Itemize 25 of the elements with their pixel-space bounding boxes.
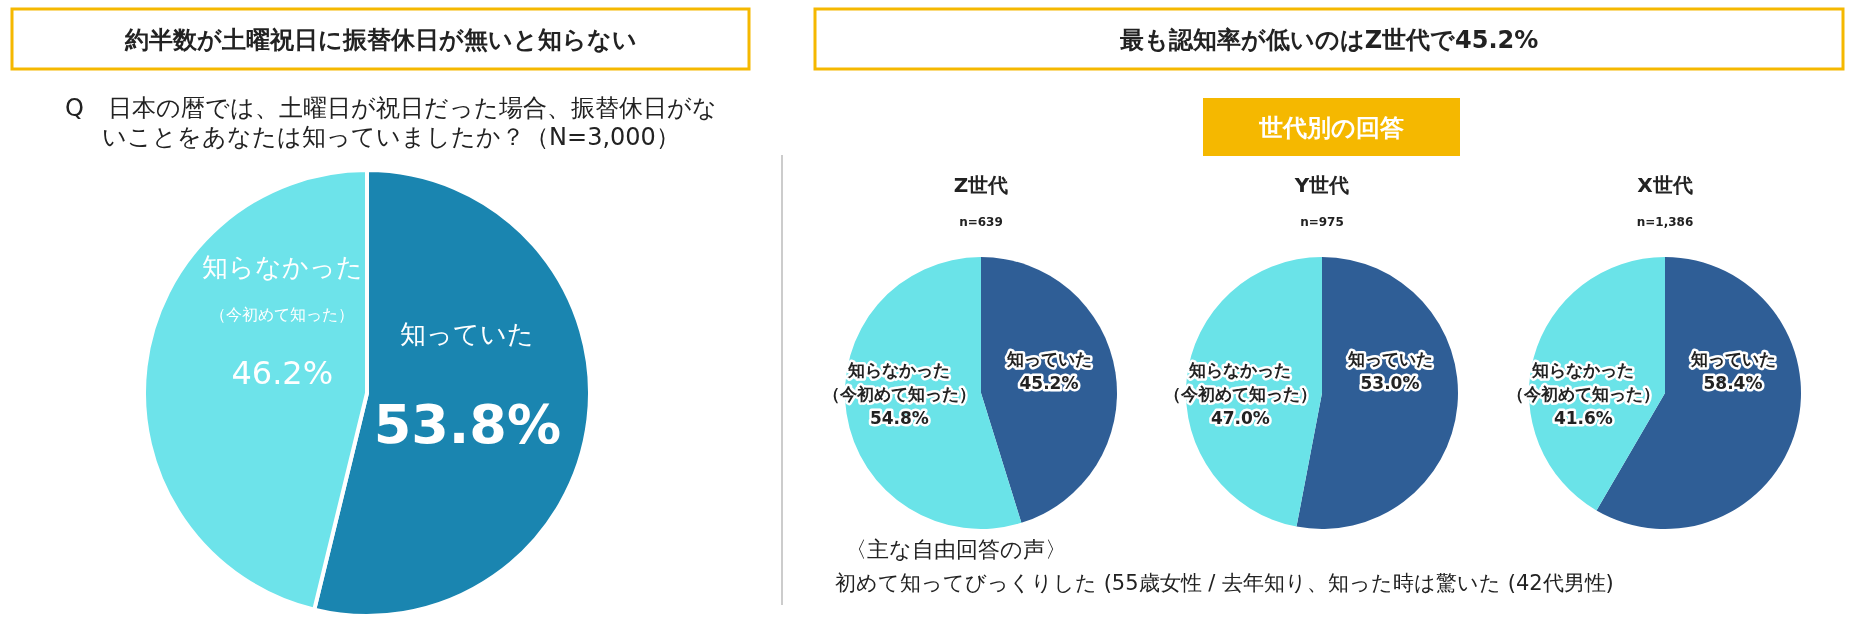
chart-title: 約半数が土曜祝日に振替休日が無いと知らない bbox=[123, 26, 637, 54]
data-label: 53.8% bbox=[373, 393, 562, 456]
slice-label: 知っていた bbox=[1346, 348, 1433, 369]
slice-label: 知っていた bbox=[1689, 348, 1776, 369]
chart-title: X世代 bbox=[1637, 173, 1693, 197]
chart-title: Y世代 bbox=[1293, 173, 1350, 197]
chart-subtitle: n=1,386 bbox=[1636, 215, 1694, 229]
text: 初めて知ってびっくりした (55歳女性 / 去年知り、知った時は驚いた (42代男性) bbox=[835, 571, 1614, 595]
data-label: 46.2% bbox=[231, 354, 334, 393]
data-label: 58.4% bbox=[1703, 372, 1763, 393]
chart-subtitle: n=639 bbox=[959, 215, 1003, 229]
data-label: 47.0% bbox=[1210, 407, 1270, 428]
text: 最も認知率が低いのはZ世代で45.2% bbox=[1118, 26, 1539, 54]
chart-title: Z世代 bbox=[953, 173, 1009, 197]
text: 世代別の回答 bbox=[1258, 114, 1404, 142]
chart-subtitle: Q 日本の暦では、土曜日が祝日だった場合、振替休日がないことをあなたは知っていましたか？（N=3,000） bbox=[65, 94, 717, 151]
chart-subtitle: n=975 bbox=[1300, 215, 1344, 229]
text: 〈主な自由回答の声〉 bbox=[845, 537, 1067, 562]
data-label: 53.0% bbox=[1360, 372, 1420, 393]
data-label: 41.6% bbox=[1553, 407, 1613, 428]
slice-label: 知っていた bbox=[1005, 348, 1092, 369]
data-label: 45.2% bbox=[1019, 372, 1079, 393]
slice-label: 知らなかった（今初めて知った） bbox=[201, 252, 363, 325]
data-label: 54.8% bbox=[869, 407, 929, 428]
slice-label: 知っていた bbox=[400, 319, 535, 349]
